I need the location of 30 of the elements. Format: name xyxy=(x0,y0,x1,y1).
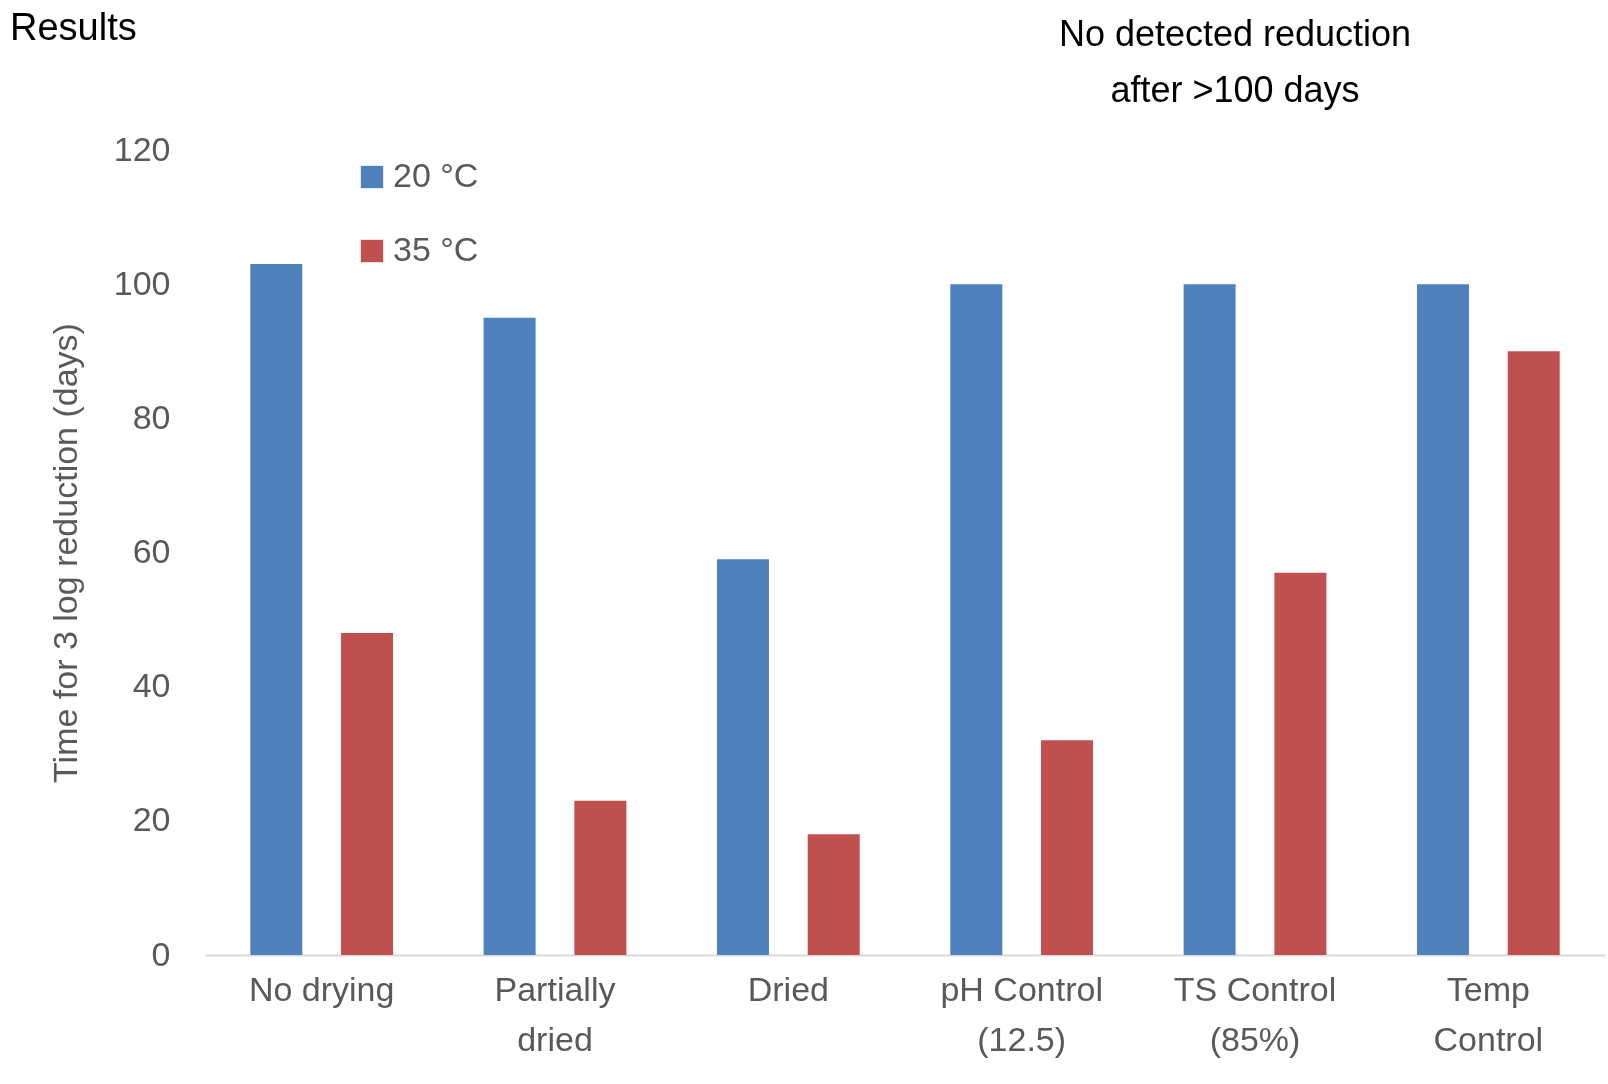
bar xyxy=(950,284,1003,955)
y-tick-label: 20 xyxy=(132,800,171,839)
bar xyxy=(1041,740,1094,955)
x-tick-label: Temp Control xyxy=(1433,969,1544,1058)
bar xyxy=(341,633,394,955)
bar xyxy=(1507,351,1560,955)
bar xyxy=(250,264,303,955)
bar xyxy=(716,559,769,955)
x-tick-label: pH Control (12.5) xyxy=(940,969,1103,1058)
x-tick-label: Dried xyxy=(747,969,829,1008)
y-tick-label: 0 xyxy=(151,934,171,973)
y-tick-label: 100 xyxy=(113,263,171,302)
y-tick-label: 80 xyxy=(132,397,171,436)
y-tick-label: 120 xyxy=(113,129,171,168)
x-tick-label: No drying xyxy=(248,969,395,1008)
bar xyxy=(1274,572,1327,955)
text: No detected reduction after >100 days xyxy=(1058,13,1412,110)
y-tick-label: 60 xyxy=(132,532,171,570)
legend-label: 20 °C xyxy=(393,156,479,194)
x-tick-label: Partially dried xyxy=(494,969,616,1058)
y-axis-title: Time for 3 log reduction (days) xyxy=(45,323,84,783)
bar xyxy=(1183,284,1236,955)
bar xyxy=(1416,284,1469,955)
x-tick-label: TS Control (85%) xyxy=(1173,969,1337,1058)
bar xyxy=(574,800,627,955)
chart-title: Results xyxy=(10,6,137,48)
bar xyxy=(483,317,536,955)
y-tick-label: 40 xyxy=(132,666,171,705)
bar xyxy=(807,834,860,955)
legend-label: 35 °C xyxy=(393,230,479,268)
